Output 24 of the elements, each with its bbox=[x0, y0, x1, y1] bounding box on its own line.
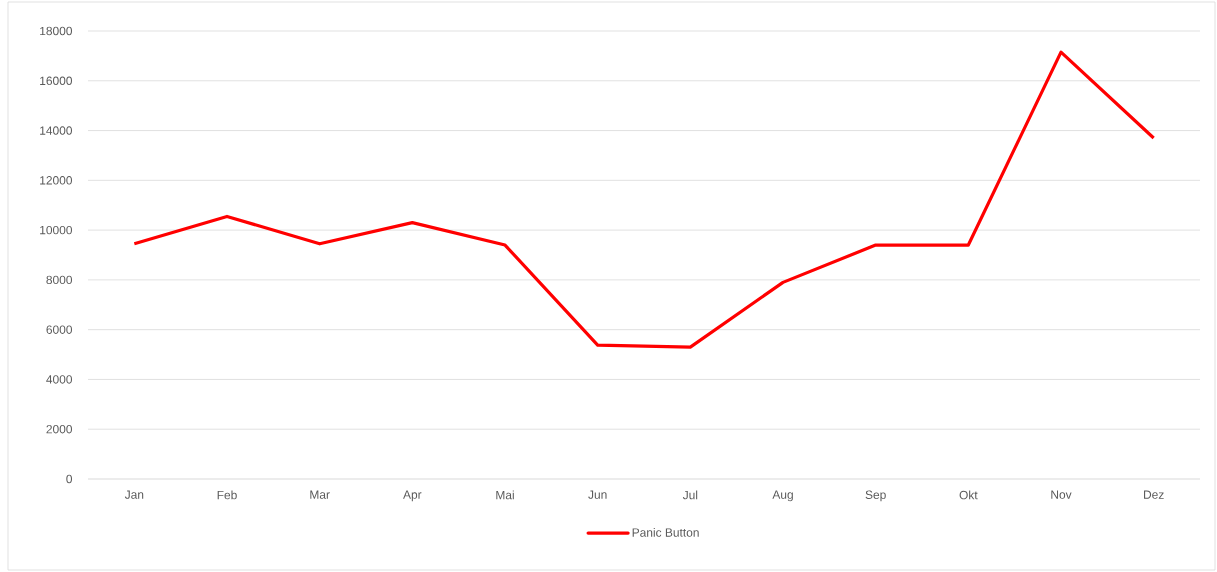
x-tick-label: Feb bbox=[217, 490, 237, 500]
y-tick-label: 4000 bbox=[46, 375, 73, 384]
y-tick-label: 16000 bbox=[40, 76, 73, 85]
y-tick-label: 10000 bbox=[40, 225, 73, 235]
y-tick-label: 6000 bbox=[46, 325, 73, 334]
x-tick-label: Jul bbox=[682, 490, 698, 500]
x-tick-label: Dez bbox=[1144, 490, 1164, 499]
x-tick-label: Jan bbox=[124, 490, 144, 499]
x-tick-label: Mai bbox=[496, 490, 514, 500]
y-tick-label: 18000 bbox=[40, 26, 73, 36]
y-tick-label: 8000 bbox=[46, 275, 73, 285]
x-tick-label: Apr bbox=[403, 490, 422, 502]
y-tick-label: 14000 bbox=[40, 126, 73, 135]
y-tick-label: 2000 bbox=[46, 424, 73, 434]
x-tick-label: Nov bbox=[1051, 490, 1072, 499]
legend-label: Panic Button bbox=[632, 527, 699, 537]
x-tick-label: Jun bbox=[588, 490, 607, 499]
x-tick-label: Mar bbox=[310, 490, 330, 499]
x-tick-label: Okt bbox=[959, 490, 978, 500]
y-tick-label: 12000 bbox=[40, 176, 73, 185]
y-tick-label: 0 bbox=[66, 474, 73, 484]
x-tick-label: Sep bbox=[865, 490, 886, 502]
line-series bbox=[132, 50, 1156, 349]
x-tick-label: Aug bbox=[772, 490, 793, 502]
